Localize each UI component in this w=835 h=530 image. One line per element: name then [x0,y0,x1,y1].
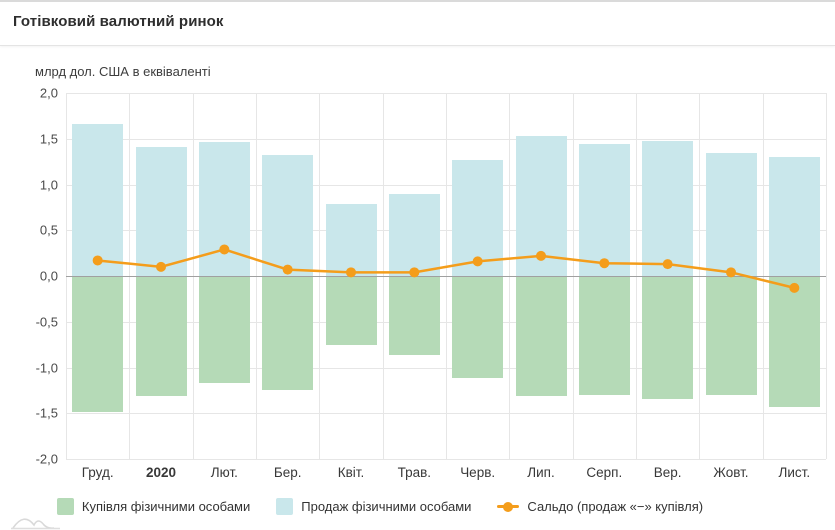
saldo-point [726,267,736,278]
saldo-point [346,267,356,278]
bar-sell [705,153,757,276]
saldo-point [282,264,293,275]
x-tick-label: Бер. [273,465,302,480]
mountains-watermark-icon [11,518,60,530]
x-tick-label: Серп. [586,465,623,480]
bar-buy [135,276,187,396]
y-tick-label: 0,0 [39,268,58,284]
legend-item-sell: Продаж фізичними особами [276,498,471,515]
x-tick-label: Лют. [210,465,238,480]
y-tick-label: -1,0 [35,360,58,375]
bar-buy [642,276,694,399]
bar-buy [72,276,124,413]
h-gridline [66,459,826,460]
saldo-line [92,244,800,293]
zero-gridline [66,276,826,277]
x-tick-label: 2020 [145,465,177,480]
bar-sell [768,157,820,276]
x-tick-label: Черв. [460,465,496,480]
bar-buy [452,276,504,378]
card-header: Готівковий валютний ринок [0,2,835,46]
y-axis-label: млрд дол. США в еквіваленті [35,64,211,79]
plot-area [66,93,827,460]
bar-buy [325,276,377,345]
bar-buy [578,276,630,395]
x-axis-labels: Груд. 2020 Лют. Бер. Квіт. Трав. Черв. Лип. Серп… [66,465,826,483]
x-tick-label: Лист. [778,465,811,480]
chart-title: Готівковий валютний ринок [13,13,224,30]
saldo-point [472,256,483,267]
x-tick-label: Вер. [653,465,682,480]
saldo-point [219,244,230,255]
bar-sell [642,141,694,276]
saldo-point [92,255,103,266]
bar-buy [198,276,250,384]
bar-buy [515,276,567,396]
legend-item-saldo: Сальдо (продаж «−» купівля) [497,499,703,514]
bar-buy [388,276,440,355]
y-axis-ticks: 2,0 1,5 1,0 0,5 0,0 -0,5 -1,0 -1,5 -2,0 [0,86,58,467]
v-gridline [826,93,827,459]
y-tick-label: 0,5 [39,222,58,238]
bar-sell [72,124,124,276]
y-tick-label: -1,5 [35,405,58,421]
legend-label-sell: Продаж фізичними особами [301,499,472,514]
legend: Купівля фізичними особами Продаж фізични… [0,498,760,515]
bar-sell [262,155,314,276]
x-tick-label: Трав. [397,465,432,480]
saldo-point [599,258,610,269]
y-tick-label: 1,0 [39,177,58,192]
saldo-point [789,282,800,293]
legend-item-buy: Купівля фізичними особами [56,498,251,515]
legend-swatch-sell [276,498,294,515]
bar-buy [768,276,820,407]
saldo-line-marker-icon [497,501,520,512]
x-tick-label: Жовт. [713,465,749,480]
y-tick-label: -0,5 [35,314,58,330]
x-tick-label: Груд. [81,465,114,480]
y-tick-label: 2,0 [39,85,58,101]
bar-buy [705,276,757,395]
x-tick-label: Лип. [527,465,555,480]
bar-sell [135,146,187,276]
bar-buy [262,276,314,391]
legend-label-buy: Купівля фізичними особами [81,499,251,514]
saldo-point [662,259,673,270]
y-tick-label: -2,0 [35,451,58,467]
saldo-point [409,267,420,278]
y-tick-label: 1,5 [39,131,58,147]
bar-sell [388,193,440,276]
saldo-point [536,250,546,261]
bar-sell [578,144,630,276]
legend-label-saldo: Сальдо (продаж «−» купівля) [527,499,704,514]
x-tick-label: Квіт. [337,465,365,480]
legend-swatch-buy [56,498,74,515]
saldo-point [156,261,166,272]
bar-sell [325,203,377,276]
